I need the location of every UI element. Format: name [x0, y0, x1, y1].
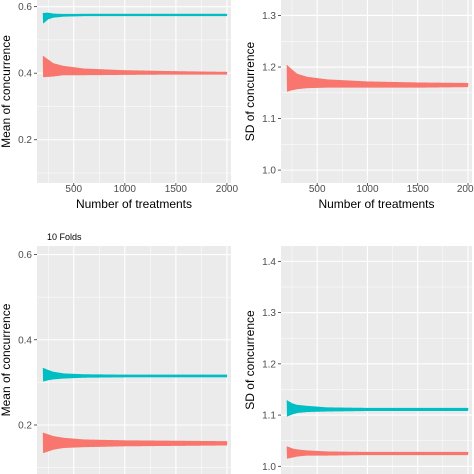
y-tick-label: 1.3 [262, 308, 276, 319]
y-tick-label: 1.4 [262, 257, 276, 268]
y-tick-label: 1.0 [262, 166, 276, 177]
series-1-band [286, 64, 469, 92]
y-tick-label: 1.0 [262, 462, 276, 473]
chart-panel-4: 1.0 1.1 1.2 1.3 1.4 SD of concurrence [243, 246, 472, 474]
series-1-line [43, 373, 227, 378]
y-tick-label: 0.6 [18, 2, 32, 13]
y-tick-label: 1.3 [262, 11, 276, 22]
y-axis-title: SD of concurrence [243, 41, 257, 141]
y-tick-label: 1.2 [262, 63, 276, 74]
y-tick-label: 1.1 [262, 114, 276, 125]
chart-panel-3: 0.2 0.4 0.6 Mean of concurrence 10 Folds [0, 232, 231, 474]
panel-subtitle: 10 Folds [47, 232, 82, 242]
y-tick-label: 1.2 [262, 359, 276, 370]
x-axis-title: Number of treatments [318, 197, 434, 211]
x-tick-label: 500 [65, 184, 82, 195]
series-2-line [42, 65, 227, 75]
y-tick-label: 1.1 [262, 411, 276, 422]
x-axis-title: Number of treatments [76, 197, 192, 211]
x-tick-label: 500 [309, 184, 326, 195]
series-2-band [286, 446, 469, 459]
panel-background [281, 246, 472, 474]
chart-panel-2: 1.0 1.1 1.2 1.3 500 1000 1500 2000 Number of tre… [243, 0, 474, 211]
y-axis-title: Mean of concurrence [0, 303, 13, 416]
panel-background [37, 246, 231, 474]
x-tick-label: 2000 [216, 184, 239, 195]
y-tick-label: 0.4 [18, 69, 32, 80]
y-tick-label: 0.4 [18, 335, 32, 346]
x-tick-label: 1500 [165, 184, 188, 195]
series-1-line [42, 13, 227, 20]
series-1-line [286, 407, 468, 411]
series-1-band [42, 367, 228, 382]
chart-panel-1: 0.2 0.4 0.6 500 1000 1500 2000 Number of treatm… [0, 0, 238, 211]
panel-background [281, 0, 472, 183]
series-1-band [286, 400, 469, 417]
y-axis-title: Mean of concurrence [0, 35, 13, 148]
panel-background [37, 0, 231, 183]
x-tick-label: 1500 [407, 184, 430, 195]
x-tick-label: 2000 [457, 184, 474, 195]
series-2-band [42, 432, 228, 454]
series-1-line [286, 77, 468, 87]
y-tick-label: 0.6 [18, 250, 32, 261]
y-axis-title: SD of concurrence [243, 310, 257, 410]
x-tick-label: 1000 [114, 184, 137, 195]
y-tick-label: 0.2 [18, 135, 32, 146]
series-2-line [286, 451, 468, 455]
series-2-band [42, 55, 228, 78]
x-tick-label: 1000 [356, 184, 379, 195]
y-tick-label: 0.2 [18, 420, 32, 431]
